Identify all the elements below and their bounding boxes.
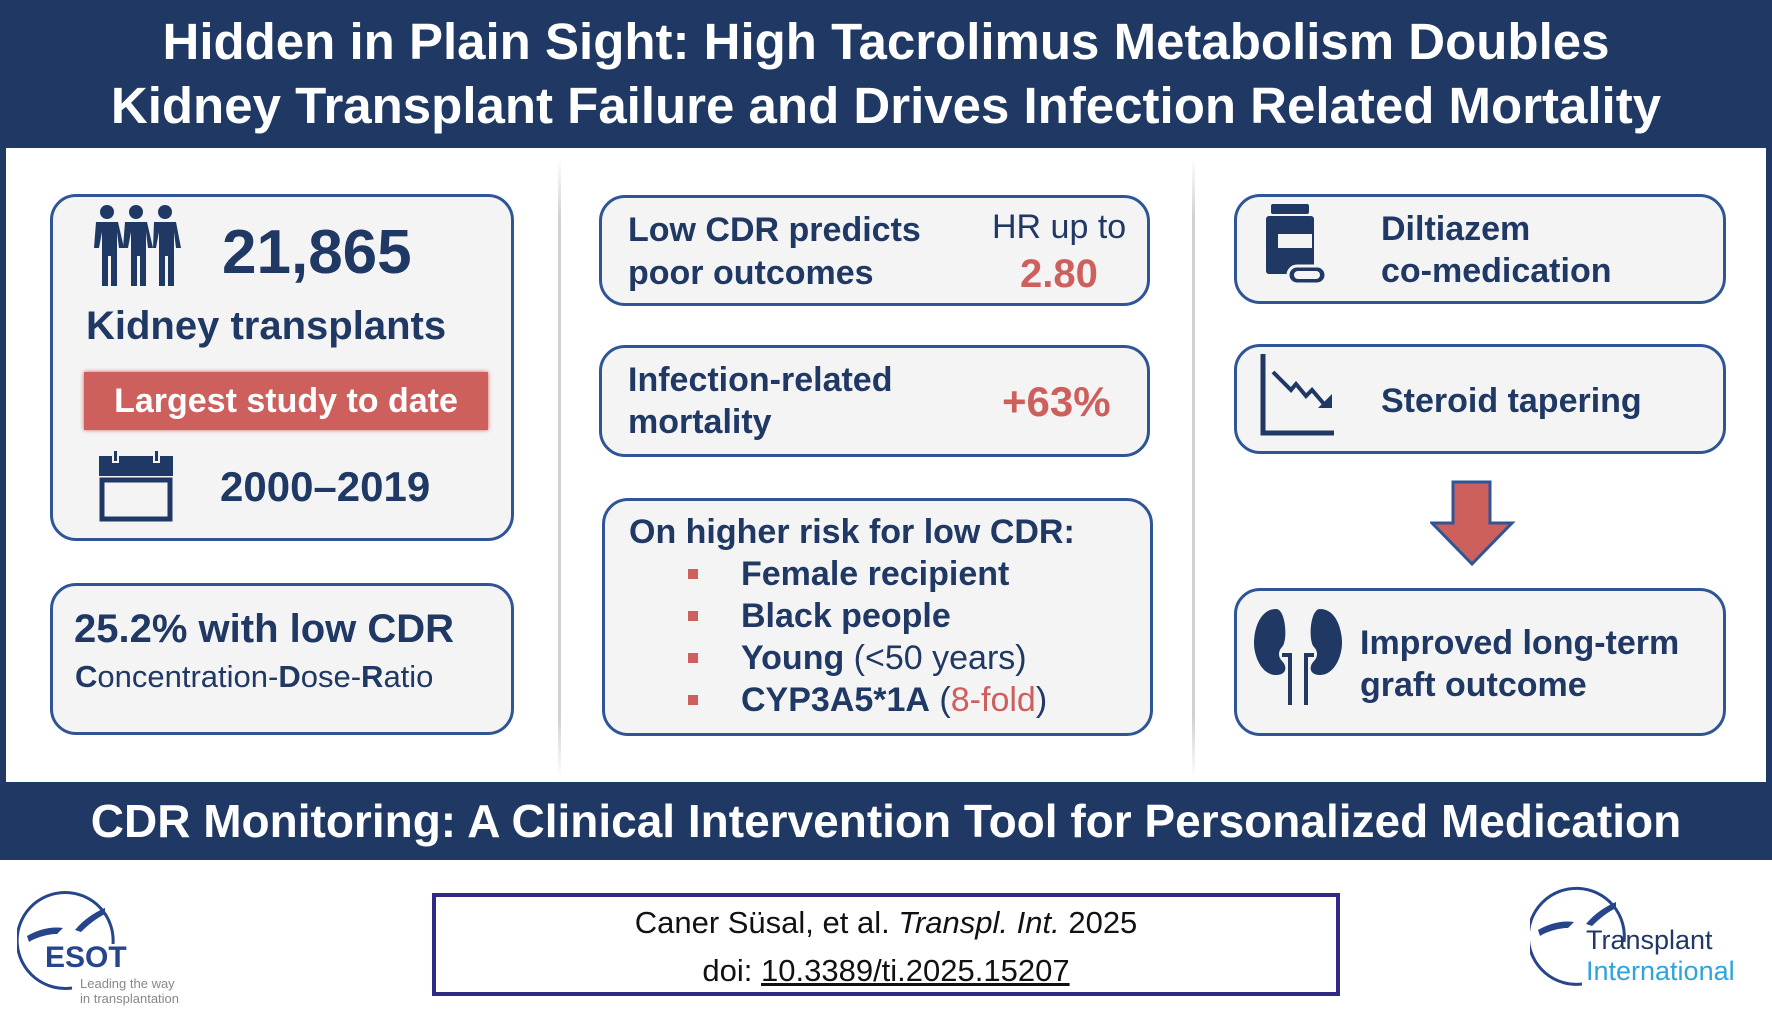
outcomes-line-2: poor outcomes bbox=[628, 254, 874, 292]
study-years: 2000–2019 bbox=[220, 463, 431, 510]
title-line-2: Kidney Transplant Failure and Drives Inf… bbox=[110, 77, 1662, 134]
transplant-international-logo: Transplant International bbox=[1530, 884, 1765, 994]
cdr-text: atio bbox=[383, 659, 434, 694]
diltiazem-box bbox=[1234, 194, 1726, 304]
mortality-line-1: Infection-related bbox=[628, 361, 893, 399]
risk-young-label: Young bbox=[741, 639, 845, 677]
hr-label: HR up to bbox=[992, 208, 1127, 246]
risk-cyp-fold: 8-fold bbox=[950, 681, 1036, 719]
largest-study-badge: Largest study to date bbox=[84, 372, 488, 430]
ti-circle-hands-icon bbox=[1530, 886, 1626, 986]
cdr-c: C bbox=[75, 659, 98, 694]
ti-logo-line-1: Transplant bbox=[1586, 925, 1713, 955]
low-cdr-percentage: 25.2% with low CDR bbox=[74, 607, 455, 651]
column-divider bbox=[558, 158, 561, 778]
title-line-1: Hidden in Plain Sight: High Tacrolimus M… bbox=[162, 13, 1610, 70]
outcomes-line-1: Low CDR predicts bbox=[628, 211, 921, 249]
conclusion-banner: CDR Monitoring: A Clinical Intervention … bbox=[0, 782, 1772, 860]
risk-female: Female recipient bbox=[741, 555, 1010, 593]
left-frame bbox=[0, 148, 6, 782]
steroid-box bbox=[1234, 344, 1726, 454]
paren: ( bbox=[929, 681, 951, 719]
bullet-icon bbox=[688, 695, 698, 705]
transplant-label: Kidney transplants bbox=[86, 304, 447, 348]
citation-line: Caner Süsal, et al. Transpl. Int. 2025 bbox=[436, 899, 1336, 947]
column-divider bbox=[1192, 158, 1195, 778]
transplant-count: 21,865 bbox=[222, 218, 412, 287]
conclusion-text: CDR Monitoring: A Clinical Intervention … bbox=[90, 795, 1682, 847]
risk-cyp-label: CYP3A5*1A bbox=[741, 681, 930, 719]
cdr-r: R bbox=[361, 659, 384, 694]
right-frame bbox=[1766, 148, 1772, 782]
people-icon bbox=[94, 205, 181, 286]
low-cdr-box bbox=[50, 583, 514, 735]
doi-link[interactable]: 10.3389/ti.2025.15207 bbox=[761, 953, 1070, 988]
graft-line-2: graft outcome bbox=[1360, 666, 1587, 704]
cohort-box bbox=[50, 194, 514, 541]
esot-logo: ESOT Leading the way in transplantation bbox=[17, 888, 187, 1006]
citation-year: 2025 bbox=[1059, 905, 1138, 940]
citation-box: Caner Süsal, et al. Transpl. Int. 2025 d… bbox=[432, 893, 1340, 996]
diltiazem-line-2: co-medication bbox=[1381, 252, 1612, 290]
mortality-box bbox=[599, 345, 1150, 457]
mortality-value: +63% bbox=[1002, 378, 1111, 425]
paren: ) bbox=[1035, 681, 1048, 719]
esot-logo-text: ESOT bbox=[45, 941, 127, 974]
risk-black: Black people bbox=[741, 597, 951, 635]
esot-tagline-2: in transplantation bbox=[80, 991, 180, 1006]
esot-tagline-1: Leading the way bbox=[80, 976, 175, 991]
risk-cyp: CYP3A5*1A (8-fold) bbox=[741, 679, 1047, 721]
doi-line: doi: 10.3389/ti.2025.15207 bbox=[436, 947, 1336, 995]
cdr-d: D bbox=[278, 659, 301, 694]
diltiazem-line-1: Diltiazem bbox=[1381, 210, 1531, 248]
bullet-icon bbox=[688, 611, 698, 621]
risk-young: Young (<50 years) bbox=[741, 637, 1027, 679]
declining-chart-icon bbox=[1260, 354, 1334, 436]
risk-factors-title: On higher risk for low CDR: bbox=[629, 513, 1075, 551]
medication-icon bbox=[1266, 204, 1328, 286]
ti-logo-line-2: International bbox=[1586, 956, 1735, 986]
esot-circle-hands-icon bbox=[17, 891, 115, 990]
outcomes-box bbox=[599, 195, 1150, 306]
citation-authors: Caner Süsal, et al. bbox=[634, 905, 899, 940]
risk-young-detail: (<50 years) bbox=[844, 639, 1027, 677]
steroid-label: Steroid tapering bbox=[1381, 382, 1642, 420]
down-arrow-icon bbox=[1430, 480, 1516, 567]
kidney-icon bbox=[1254, 609, 1342, 705]
bullet-icon bbox=[688, 569, 698, 579]
bullet-icon bbox=[688, 653, 698, 663]
cdr-definition: Concentration-Dose-Ratio bbox=[75, 658, 433, 696]
cdr-text: ose- bbox=[300, 659, 362, 694]
graft-line-1: Improved long-term bbox=[1360, 624, 1680, 662]
title-banner: Hidden in Plain Sight: High Tacrolimus M… bbox=[0, 0, 1772, 148]
mortality-line-2: mortality bbox=[628, 403, 772, 441]
citation-journal: Transpl. Int. bbox=[898, 905, 1060, 940]
doi-label: doi: bbox=[702, 953, 762, 988]
calendar-icon bbox=[99, 450, 173, 522]
cdr-text: oncentration- bbox=[97, 659, 279, 694]
hr-value: 2.80 bbox=[1020, 252, 1098, 296]
